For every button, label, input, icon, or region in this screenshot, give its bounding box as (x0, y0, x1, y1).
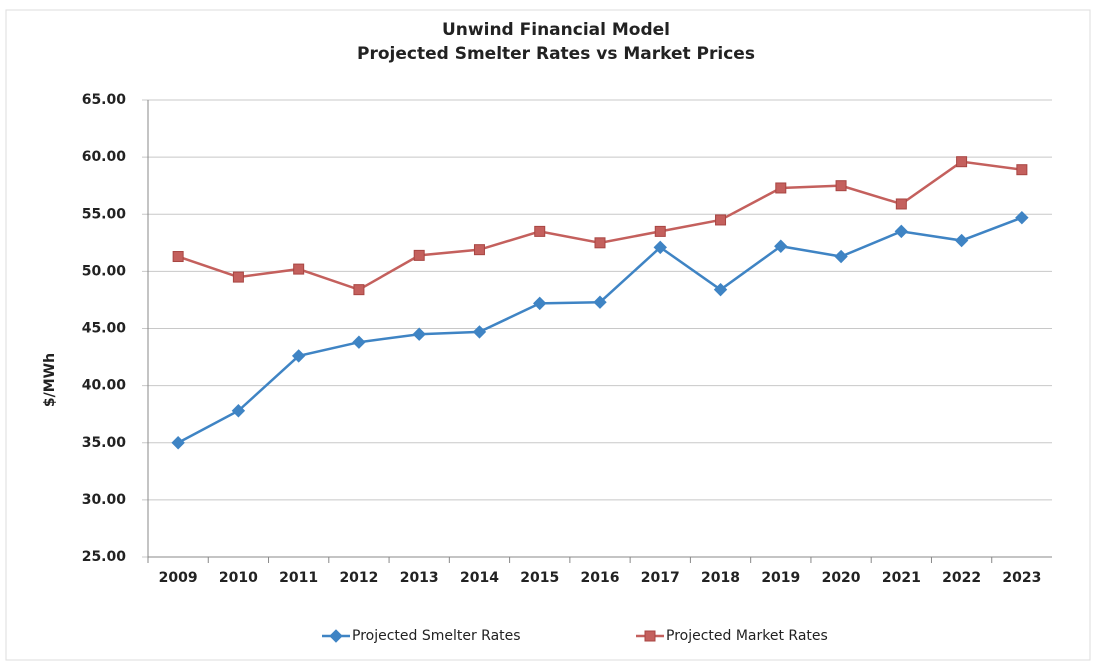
data-point (653, 240, 667, 255)
data-point (472, 325, 487, 339)
y-tick-label: 35.00 (82, 435, 127, 451)
x-tick-label: 2010 (219, 570, 258, 586)
data-point (293, 263, 305, 275)
legend-label: Projected Smelter Rates (352, 628, 521, 644)
x-tick-label: 2022 (942, 570, 981, 586)
x-tick-label: 2017 (641, 570, 680, 586)
data-point (291, 349, 306, 363)
y-tick-label: 60.00 (82, 149, 127, 165)
data-point (534, 225, 546, 237)
x-tick-label: 2023 (1002, 570, 1041, 586)
data-point (533, 296, 547, 311)
data-point (956, 156, 968, 168)
x-tick-label: 2013 (400, 570, 439, 586)
y-tick-label: 65.00 (82, 92, 127, 108)
x-tick-label: 2021 (882, 570, 921, 586)
legend-marker (329, 629, 343, 643)
data-point (774, 239, 788, 253)
y-tick-label: 40.00 (82, 378, 127, 394)
data-point (353, 284, 365, 296)
data-point (895, 198, 907, 210)
x-tick-label: 2015 (520, 570, 559, 586)
y-tick-label: 25.00 (82, 549, 127, 565)
chart-title: Unwind Financial Model (442, 20, 670, 40)
y-tick-label: 55.00 (82, 206, 127, 222)
y-tick-label: 30.00 (82, 492, 127, 508)
data-point (894, 224, 909, 239)
data-point (713, 282, 728, 297)
data-point (352, 335, 366, 349)
chart-subtitle: Projected Smelter Rates vs Market Prices (357, 44, 755, 64)
x-tick-label: 2020 (822, 570, 861, 586)
data-point (412, 327, 426, 341)
y-axis-label: $/MWh (42, 353, 58, 407)
x-tick-label: 2018 (701, 570, 740, 586)
x-tick-label: 2012 (339, 570, 378, 586)
data-point (172, 251, 184, 263)
series-line (177, 216, 1023, 444)
data-point (835, 180, 847, 192)
data-point (594, 237, 606, 249)
x-tick-label: 2011 (279, 570, 318, 586)
data-point (232, 271, 244, 283)
x-tick-label: 2009 (159, 570, 198, 586)
data-point (834, 249, 848, 264)
series-line (177, 160, 1023, 292)
legend-marker (644, 630, 656, 642)
data-point (775, 182, 787, 194)
data-point (1016, 164, 1028, 176)
data-point (1015, 210, 1029, 225)
legend-label: Projected Market Rates (666, 628, 828, 644)
data-point (593, 295, 607, 309)
x-tick-label: 2014 (460, 570, 499, 586)
chart-frame (5, 9, 1091, 661)
data-point (654, 225, 666, 237)
data-point (413, 249, 425, 261)
data-point (954, 233, 969, 248)
y-tick-label: 50.00 (82, 263, 127, 279)
x-tick-label: 2016 (581, 570, 620, 586)
data-point (231, 404, 246, 418)
y-tick-label: 45.00 (82, 321, 127, 337)
data-point (715, 214, 727, 226)
data-point (171, 436, 185, 450)
x-tick-label: 2019 (761, 570, 800, 586)
data-point (473, 244, 485, 256)
